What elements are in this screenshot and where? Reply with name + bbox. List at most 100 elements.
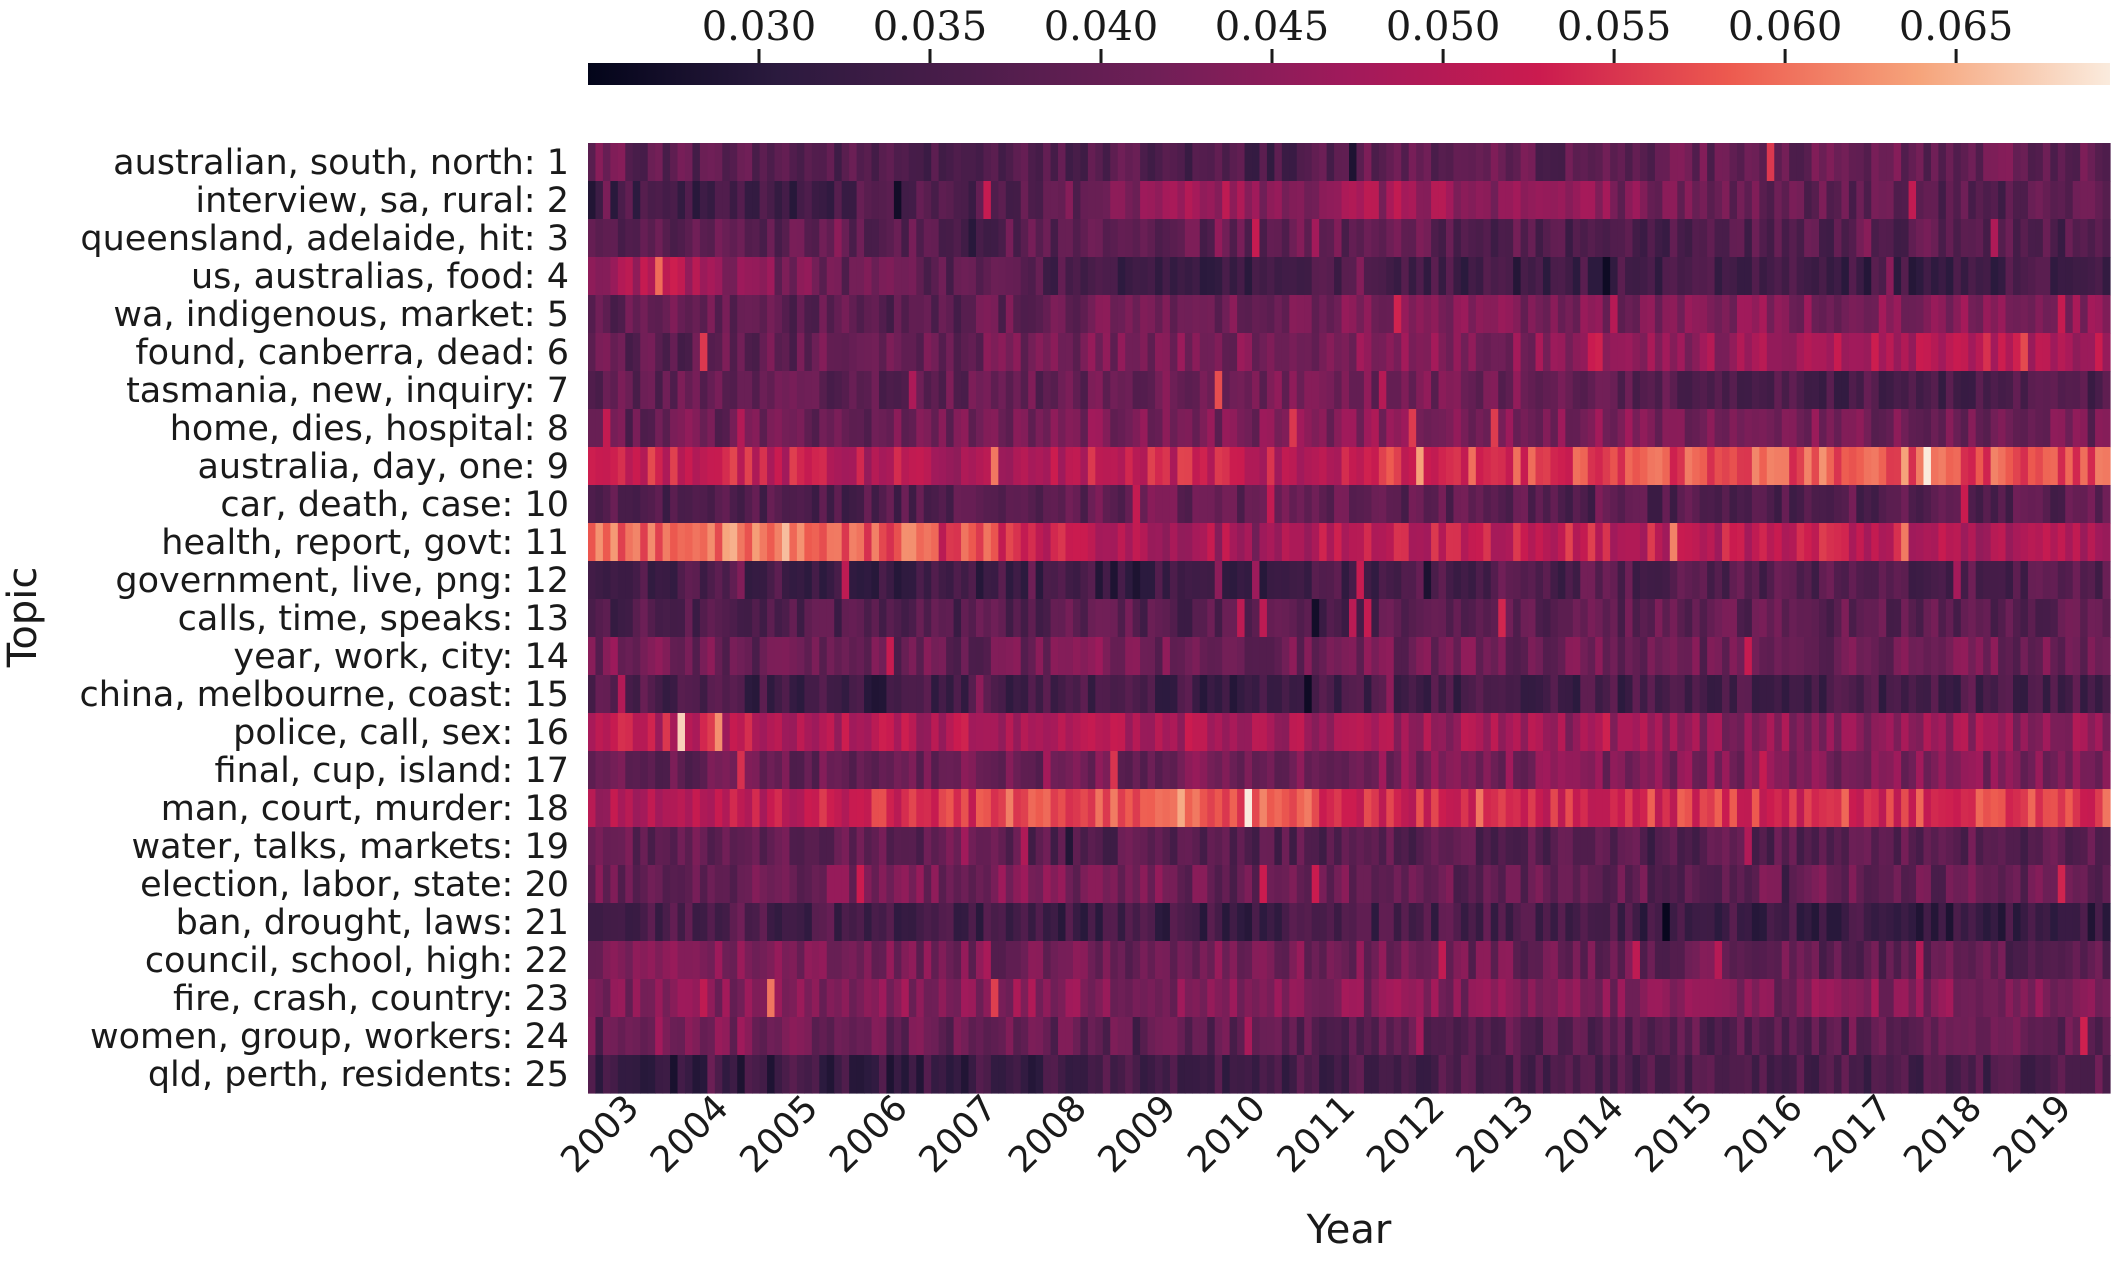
- heatmap-cell: [2087, 219, 2096, 258]
- heatmap-cell: [1863, 561, 1872, 600]
- heatmap-cell: [849, 675, 858, 714]
- heatmap-cell: [781, 447, 791, 486]
- heatmap-cell: [1363, 143, 1372, 182]
- heatmap-cell: [1087, 599, 1096, 638]
- heatmap-cell: [1140, 713, 1149, 752]
- heatmap-cell: [1595, 903, 1604, 942]
- heatmap-cell: [1087, 941, 1096, 980]
- heatmap-cell: [759, 561, 768, 600]
- heatmap-cell: [1438, 979, 1447, 1018]
- heatmap-cell: [1789, 713, 1798, 752]
- heatmap-cell: [1901, 827, 1910, 866]
- heatmap-cell: [1222, 599, 1231, 638]
- heatmap-cell: [1632, 523, 1641, 562]
- heatmap-cell: [692, 447, 701, 486]
- heatmap-cell: [647, 257, 656, 296]
- heatmap-cell: [1214, 675, 1223, 714]
- heatmap-cell: [1058, 485, 1067, 524]
- heatmap-cell: [1744, 219, 1753, 258]
- heatmap-cell: [811, 637, 820, 676]
- heatmap-cell: [901, 827, 910, 866]
- heatmap-cell: [625, 675, 634, 714]
- heatmap-cell: [1110, 941, 1119, 980]
- heatmap-cell: [1505, 371, 1514, 410]
- heatmap-cell: [1043, 827, 1052, 866]
- heatmap-cell: [878, 827, 888, 866]
- heatmap-cell: [1445, 219, 1455, 258]
- heatmap-cell: [744, 751, 753, 790]
- heatmap-cell: [789, 295, 798, 334]
- heatmap-cell: [1289, 637, 1298, 676]
- heatmap-cell: [1050, 1017, 1059, 1056]
- heatmap-cell: [707, 181, 716, 220]
- heatmap-cell: [1893, 181, 1902, 220]
- heatmap-cell: [1311, 903, 1320, 942]
- heatmap-cell: [1169, 561, 1178, 600]
- heatmap-cell: [1930, 675, 1939, 714]
- heatmap-cell: [1990, 143, 1999, 182]
- heatmap-cell: [1341, 751, 1350, 790]
- heatmap-cell: [1468, 181, 1477, 220]
- heatmap-cell: [849, 143, 858, 182]
- heatmap-cell: [2050, 1017, 2059, 1056]
- heatmap-cell: [677, 599, 686, 638]
- heatmap-cell: [1363, 599, 1372, 638]
- heatmap-cell: [1602, 257, 1611, 296]
- heatmap-cell: [1572, 903, 1581, 942]
- heatmap-cell: [1617, 333, 1626, 372]
- heatmap-cell: [2057, 447, 2066, 486]
- heatmap-cell: [1296, 599, 1305, 638]
- heatmap-cell: [990, 599, 999, 638]
- heatmap-cell: [699, 827, 708, 866]
- heatmap-cell: [1132, 143, 1141, 182]
- heatmap-cell: [684, 523, 694, 562]
- heatmap-cell: [1125, 979, 1134, 1018]
- heatmap-cell: [1632, 903, 1641, 942]
- heatmap-cell: [1005, 257, 1014, 296]
- heatmap-cell: [737, 523, 746, 562]
- heatmap-cell: [1371, 371, 1380, 410]
- heatmap-cell: [1983, 333, 1992, 372]
- heatmap-cell: [1975, 599, 1984, 638]
- heatmap-cell: [1550, 827, 1559, 866]
- heatmap-cell: [1117, 143, 1126, 182]
- heatmap-cell: [1117, 941, 1126, 980]
- heatmap-cell: [692, 599, 701, 638]
- heatmap-cell: [1528, 523, 1537, 562]
- heatmap-cell: [1289, 713, 1298, 752]
- heatmap-cell: [1311, 409, 1320, 448]
- heatmap-cell: [990, 979, 999, 1018]
- heatmap-cell: [953, 219, 962, 258]
- heatmap-cell: [1647, 751, 1656, 790]
- heatmap-cell: [811, 1017, 820, 1056]
- heatmap-cell: [1998, 827, 2007, 866]
- heatmap-cell: [1289, 181, 1298, 220]
- heatmap-cell: [796, 485, 805, 524]
- heatmap-cell: [1647, 789, 1656, 828]
- heatmap-cell: [1550, 333, 1559, 372]
- heatmap-cell: [1960, 903, 1969, 942]
- heatmap-cell: [1804, 409, 1813, 448]
- heatmap-cell: [1647, 333, 1656, 372]
- heatmap-cell: [2080, 865, 2089, 904]
- heatmap-cell: [677, 523, 686, 562]
- heatmap-cell: [796, 181, 805, 220]
- heatmap-cell: [1319, 523, 1328, 562]
- heatmap-cell: [1923, 257, 1932, 296]
- heatmap-cell: [1766, 371, 1775, 410]
- heatmap-cell: [1416, 979, 1425, 1018]
- heatmap-cell: [2072, 181, 2081, 220]
- heatmap-cell: [1856, 979, 1865, 1018]
- heatmap-cell: [908, 637, 917, 676]
- heatmap-cell: [893, 257, 902, 296]
- heatmap-cell: [864, 219, 873, 258]
- heatmap-cell: [1475, 865, 1484, 904]
- heatmap-cell: [1408, 295, 1417, 334]
- heatmap-cell: [1035, 789, 1044, 828]
- heatmap-cell: [871, 903, 880, 942]
- heatmap-cell: [2087, 561, 2096, 600]
- heatmap-cell: [1102, 751, 1111, 790]
- heatmap-cell: [1595, 827, 1604, 866]
- heatmap-cell: [1199, 1055, 1208, 1094]
- heatmap-cell: [1214, 751, 1223, 790]
